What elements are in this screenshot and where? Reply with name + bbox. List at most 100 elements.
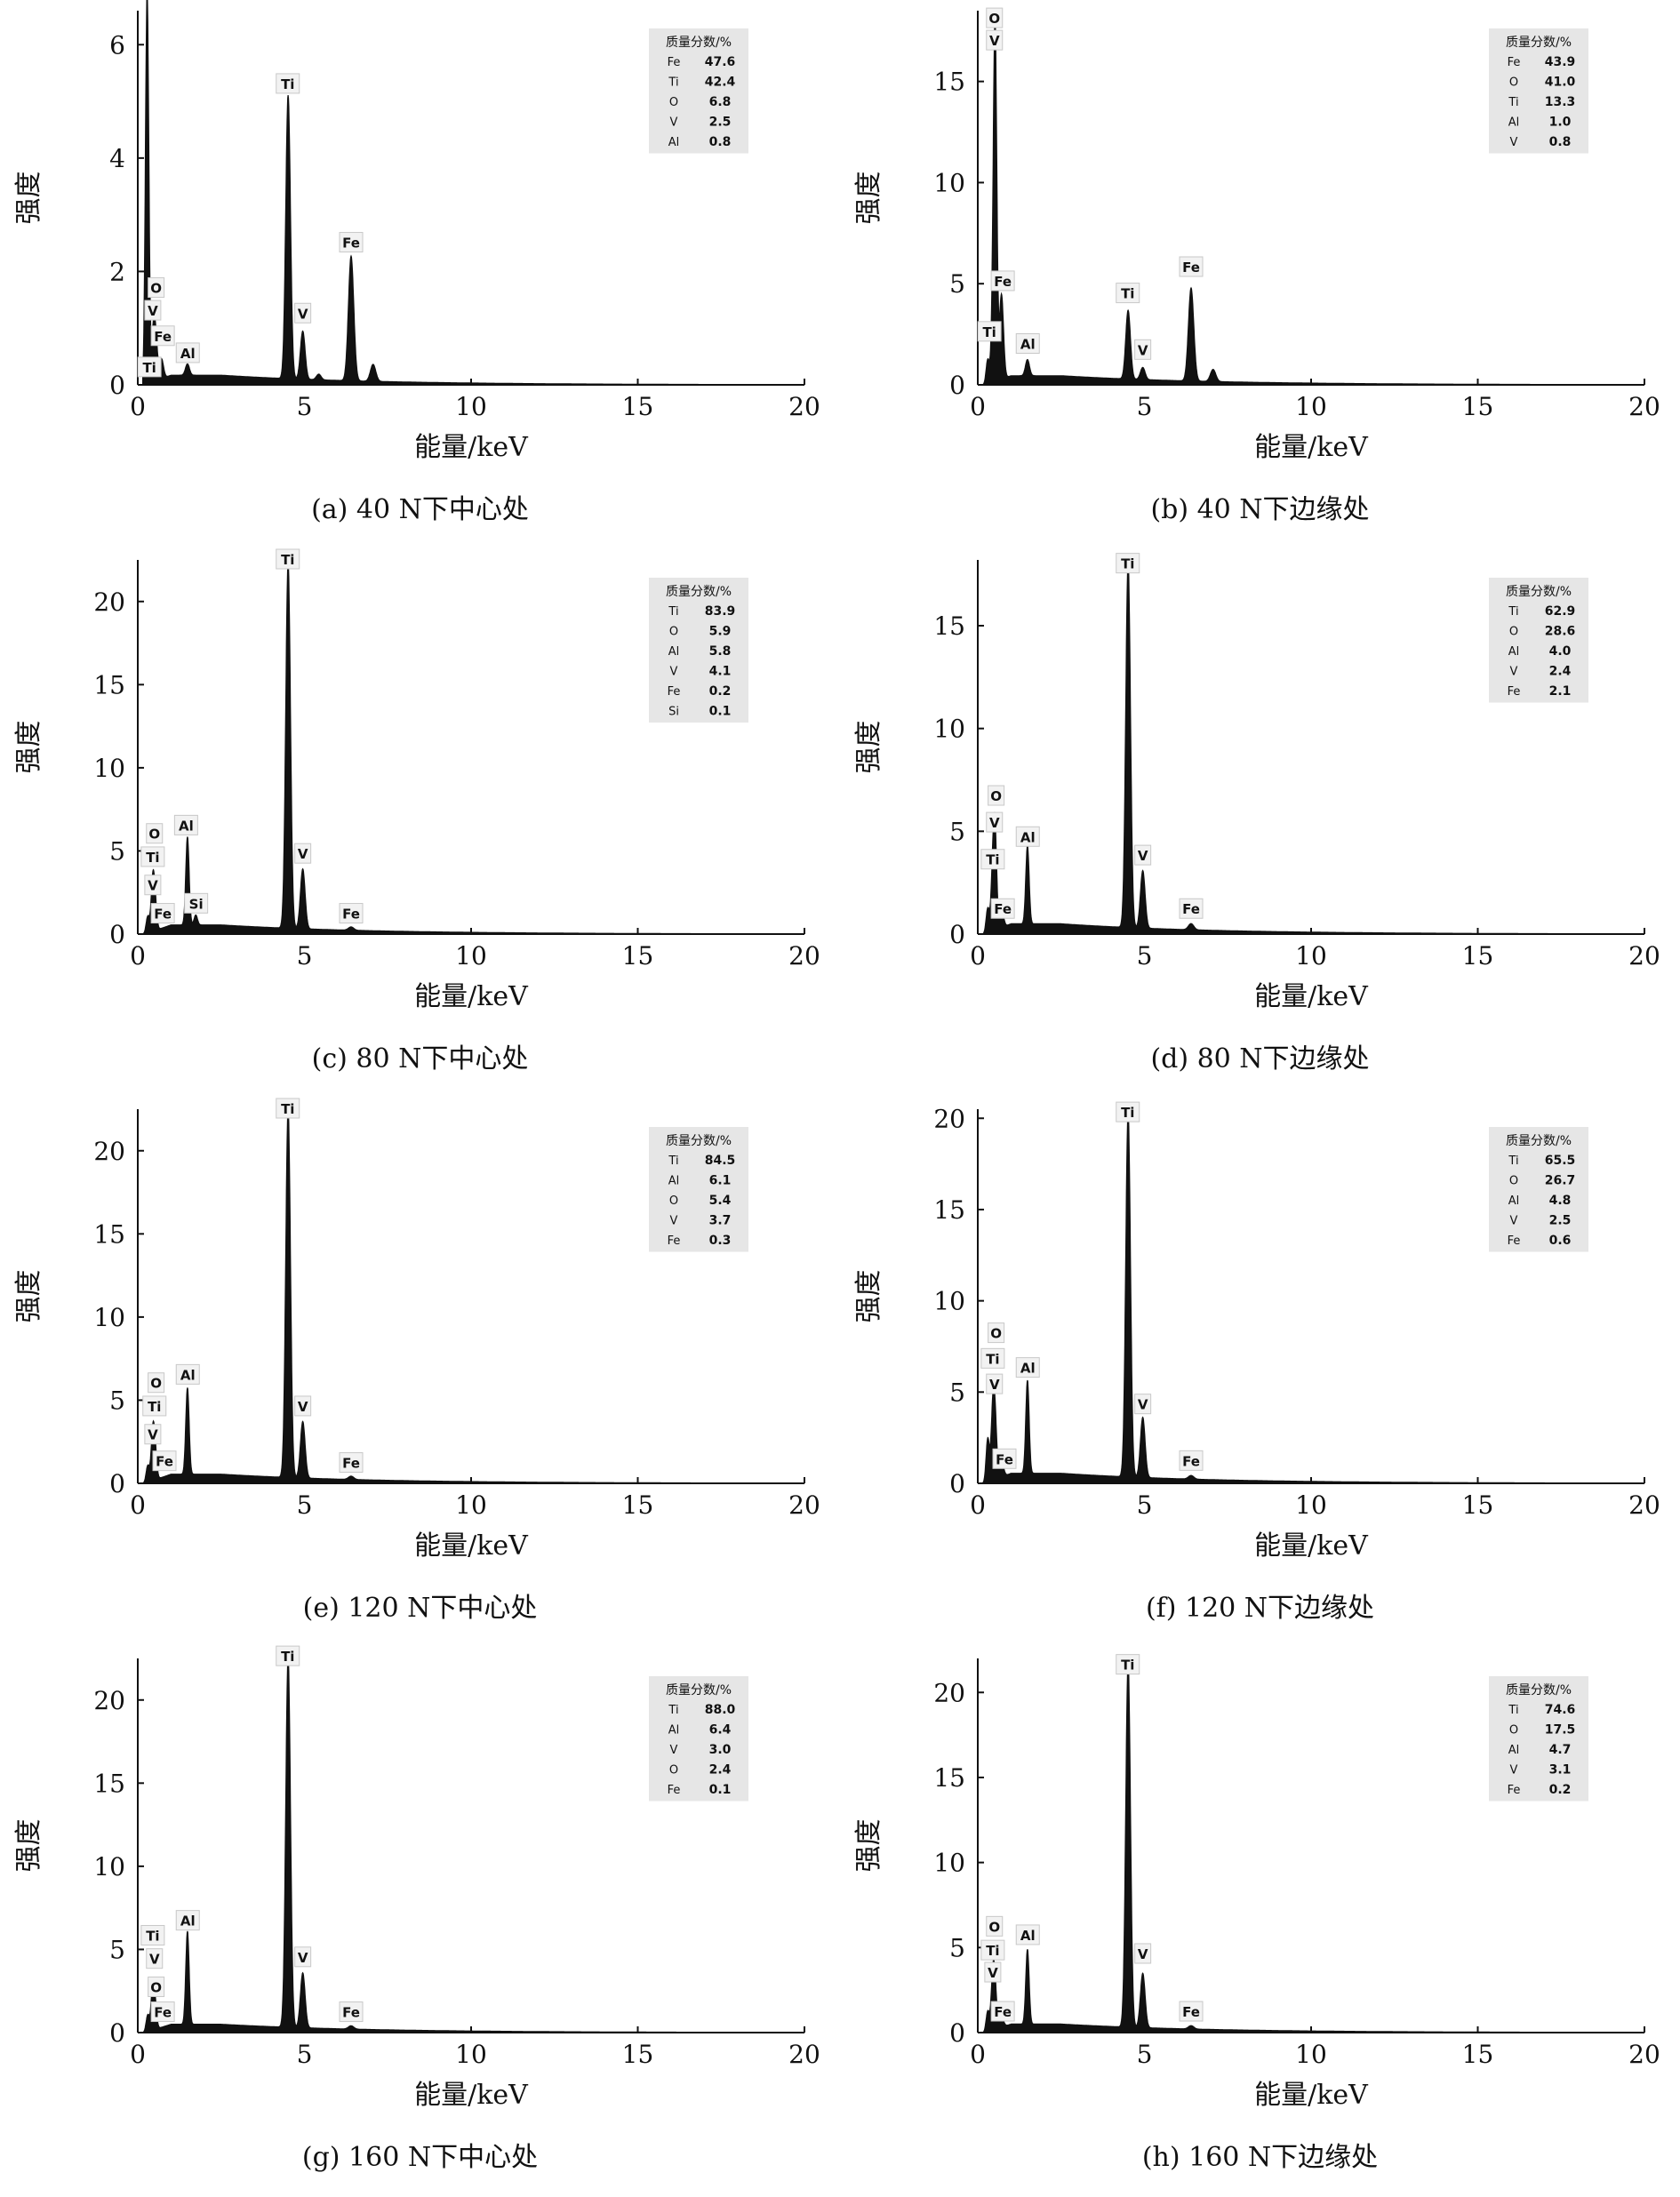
spectrum-chart-h: 0 5 10 15 2005101520能量/keV强度OTiVFeAlTiVFe质量分… bbox=[853, 1654, 1660, 2111]
y-tick-label: 10 bbox=[93, 1303, 125, 1332]
peak-label-fe: Fe bbox=[339, 232, 364, 253]
legend-element: Ti bbox=[668, 605, 678, 619]
x-tick-label: 0 bbox=[130, 2040, 146, 2069]
peak-label-fe: Fe bbox=[339, 1452, 364, 1474]
x-axis-title: 能量/keV bbox=[1254, 1530, 1369, 1562]
peak-label-v: V bbox=[294, 1946, 312, 1968]
y-axis-title: 强度 bbox=[853, 721, 884, 774]
legend-value: 43.9 bbox=[1545, 55, 1576, 69]
spectrum-panel-b: 0 5 10 15 20 0 5 10 15 能量/keV 强度 O V Fe Ti Al Ti V Fe 质量分数/… bbox=[840, 0, 1680, 549]
svg-text:Ti: Ti bbox=[1121, 1658, 1134, 1674]
legend-element: V bbox=[1510, 666, 1518, 679]
x-tick-label: 15 bbox=[1462, 2040, 1494, 2069]
peak-label-v: V bbox=[294, 843, 312, 864]
y-tick-label: 6 bbox=[109, 30, 125, 60]
x-tick-label: 5 bbox=[1137, 941, 1153, 971]
spectrum-panel-e: 0 5 10 15 20 0 5 10 15 20 能量/keV 强度 O Ti V Fe Al Ti V Fe 质量分… bbox=[0, 1098, 840, 1648]
svg-text:Al: Al bbox=[179, 818, 194, 834]
peak-label-v: V bbox=[986, 811, 1004, 833]
svg-text:Ti: Ti bbox=[986, 852, 999, 868]
legend-element: Fe bbox=[668, 56, 681, 69]
legend-value: 47.6 bbox=[705, 55, 736, 69]
legend-element: Ti bbox=[1508, 96, 1518, 109]
legend-title: 质量分数/% bbox=[1506, 1683, 1572, 1698]
peak-label-ti: Ti bbox=[142, 1395, 167, 1417]
y-tick-label: 0 bbox=[949, 1469, 965, 1498]
legend-value: 0.2 bbox=[709, 684, 732, 699]
peak-label-ti: Ti bbox=[140, 846, 165, 867]
x-tick-label: 20 bbox=[1628, 941, 1660, 971]
legend-title: 质量分数/% bbox=[666, 1683, 732, 1698]
y-tick-label: 15 bbox=[933, 1763, 965, 1793]
y-tick-label: 20 bbox=[93, 587, 125, 617]
legend-element: Ti bbox=[668, 76, 678, 90]
y-axis-title: 强度 bbox=[853, 172, 884, 225]
svg-text:O: O bbox=[988, 1919, 1000, 1935]
y-tick-label: 10 bbox=[93, 754, 125, 783]
peak-label-v: V bbox=[986, 29, 1004, 51]
peak-label-ti: Ti bbox=[276, 73, 300, 94]
x-tick-label: 0 bbox=[970, 941, 986, 971]
y-tick-label: 20 bbox=[933, 1104, 965, 1133]
legend-title: 质量分数/% bbox=[666, 1134, 732, 1148]
svg-text:Fe: Fe bbox=[1182, 260, 1200, 276]
peak-label-o: O bbox=[148, 1372, 165, 1394]
x-axis-title: 能量/keV bbox=[414, 1530, 529, 1562]
legend-title: 质量分数/% bbox=[1506, 585, 1572, 599]
spectrum-panel-c: 0 5 10 15 20 0 5 10 15 20 能量/keV 强度 O Ti V Fe Al Si Ti V Fe 质… bbox=[0, 548, 840, 1098]
peak-label-v: V bbox=[984, 1961, 1002, 1983]
spectrum-chart-e: 0 5 10 15 2005101520能量/keV强度OTiVFeAlTiVFe质量分… bbox=[13, 1098, 820, 1562]
spectrum-panel-d: 0 5 10 15 20 0 5 10 15 能量/keV 强度 O V Ti Fe Al Ti V Fe 质量分数/… bbox=[840, 549, 1680, 1098]
peak-label-ti: Ti bbox=[977, 321, 1002, 342]
legend-value: 65.5 bbox=[1545, 1154, 1576, 1168]
legend-element: O bbox=[669, 1764, 678, 1778]
y-tick-label: 15 bbox=[93, 670, 125, 699]
svg-text:V: V bbox=[298, 846, 308, 862]
legend-value: 13.3 bbox=[1545, 95, 1576, 109]
x-tick-label: 5 bbox=[297, 941, 313, 971]
svg-text:V: V bbox=[988, 1965, 998, 1981]
y-tick-label: 15 bbox=[93, 1219, 125, 1249]
peak-label-fe: Fe bbox=[990, 898, 1015, 919]
peak-label-al: Al bbox=[175, 342, 200, 364]
y-tick-label: 20 bbox=[933, 1678, 965, 1707]
svg-text:Ti: Ti bbox=[281, 552, 294, 568]
svg-text:Ti: Ti bbox=[986, 1351, 999, 1367]
legend-element: Fe bbox=[1508, 685, 1521, 699]
panel-caption: (b) 40 N下边缘处 bbox=[1150, 494, 1370, 525]
y-tick-label: 5 bbox=[949, 817, 965, 846]
spectrum-panel-g: 0 5 10 15 20 0 5 10 15 20 能量/keV 强度 Ti V O Fe Al Ti V Fe 质量分… bbox=[0, 1645, 840, 2197]
y-tick-label: 15 bbox=[933, 68, 965, 97]
svg-text:Fe: Fe bbox=[156, 1454, 173, 1470]
legend-element: Al bbox=[1508, 645, 1520, 659]
svg-text:Ti: Ti bbox=[146, 850, 159, 866]
svg-text:V: V bbox=[1138, 848, 1148, 864]
legend-element: Ti bbox=[1508, 605, 1518, 619]
x-tick-label: 5 bbox=[297, 2040, 313, 2069]
svg-text:Ti: Ti bbox=[148, 1399, 161, 1415]
x-tick-label: 5 bbox=[297, 392, 313, 421]
legend-element: O bbox=[1509, 1175, 1518, 1188]
x-tick-label: 15 bbox=[1462, 1490, 1494, 1520]
svg-text:O: O bbox=[150, 1979, 162, 1995]
y-axis-title: 强度 bbox=[853, 1270, 884, 1323]
peak-label-o: O bbox=[148, 1976, 165, 1997]
peak-label-fe: Fe bbox=[339, 903, 364, 924]
legend-element: V bbox=[1510, 136, 1518, 149]
x-tick-label: 10 bbox=[455, 1490, 487, 1520]
legend-value: 1.0 bbox=[1549, 116, 1572, 130]
x-tick-label: 10 bbox=[455, 2040, 487, 2069]
peak-label-fe: Fe bbox=[992, 1448, 1017, 1469]
x-tick-label: 20 bbox=[1628, 2040, 1660, 2069]
svg-text:Fe: Fe bbox=[994, 901, 1012, 917]
peak-label-ti: Ti bbox=[276, 1098, 300, 1119]
x-tick-label: 15 bbox=[1462, 392, 1494, 421]
x-tick-label: 15 bbox=[1462, 941, 1494, 971]
legend-value: 6.8 bbox=[709, 95, 732, 109]
peak-label-o: O bbox=[986, 1915, 1004, 1937]
composition-legend: 质量分数/% Fe 47.6 Ti 42.4 O 6.8 V 2.5 Al 0.8 bbox=[649, 28, 748, 154]
legend-value: 6.4 bbox=[709, 1723, 732, 1738]
svg-text:Ti: Ti bbox=[281, 1101, 294, 1117]
peak-label-v: V bbox=[1134, 844, 1152, 866]
